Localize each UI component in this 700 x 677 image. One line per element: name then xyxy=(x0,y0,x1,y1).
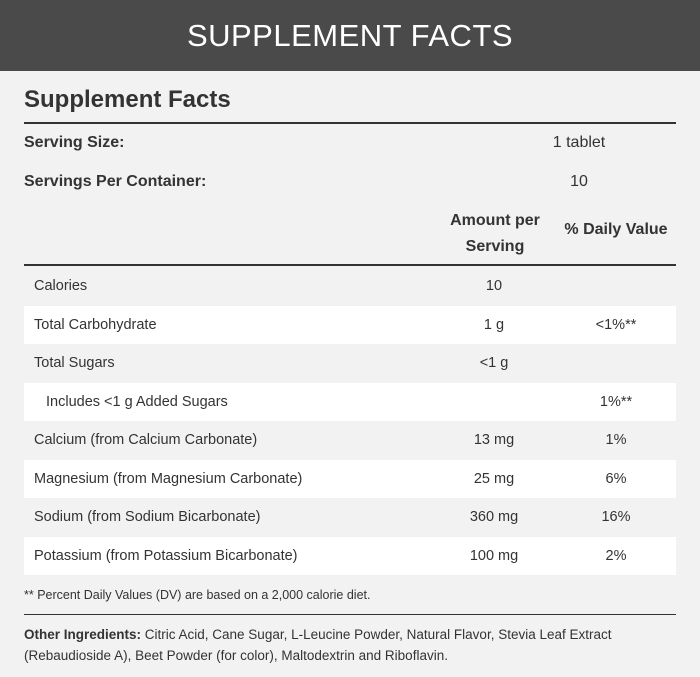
nutrient-daily-value: 1% xyxy=(605,432,627,448)
header-banner: SUPPLEMENT FACTS xyxy=(0,0,700,71)
serving-size-row: Serving Size: 1 tablet xyxy=(24,134,676,158)
daily-value-footnote: ** Percent Daily Values (DV) are based o… xyxy=(24,588,371,602)
serving-size-label: Serving Size: xyxy=(24,134,125,151)
table-row: Magnesium (from Magnesium Carbonate) 25 … xyxy=(24,459,676,498)
servings-per-container-value: 10 xyxy=(570,173,588,190)
banner-title: SUPPLEMENT FACTS xyxy=(186,17,514,53)
nutrient-name: Includes <1 g Added Sugars xyxy=(46,393,228,410)
servings-per-container-row: Servings Per Container: 10 xyxy=(24,173,676,197)
nutrient-name: Potassium (from Potassium Bicarbonate) xyxy=(34,547,298,564)
nutrient-amount: 360 mg xyxy=(469,509,519,525)
amount-header-line1: Amount per xyxy=(450,212,540,229)
heading-divider xyxy=(24,122,676,124)
other-ingredients-text: Citric Acid, Cane Sugar, L-Leucine Powde… xyxy=(24,627,612,663)
nutrient-daily-value: 1%** xyxy=(599,393,633,410)
table-row: Total Sugars <1 g xyxy=(24,344,676,383)
nutrient-daily-value: 16% xyxy=(601,509,631,525)
nutrient-name: Magnesium (from Magnesium Carbonate) xyxy=(34,470,303,487)
nutrient-daily-value: 2% xyxy=(605,547,627,564)
serving-size-value: 1 tablet xyxy=(552,134,606,151)
other-ingredients: Other Ingredients: Citric Acid, Cane Sug… xyxy=(24,624,676,666)
table-row: Total Carbohydrate 1 g <1%** xyxy=(24,305,676,344)
nutrient-table: Calories 10 Total Carbohydrate 1 g <1%**… xyxy=(24,267,676,575)
table-row: Calories 10 xyxy=(24,267,676,306)
nutrient-amount: <1 g xyxy=(479,355,509,371)
footnote-divider xyxy=(24,614,676,615)
panel-heading: Supplement Facts xyxy=(24,86,231,113)
nutrient-name: Total Sugars xyxy=(34,355,115,371)
nutrient-daily-value: <1%** xyxy=(595,316,637,333)
table-row: Potassium (from Potassium Bicarbonate) 1… xyxy=(24,536,676,575)
nutrient-name: Calories xyxy=(34,278,88,294)
nutrient-name: Total Carbohydrate xyxy=(34,316,157,333)
table-header-divider xyxy=(24,264,676,266)
nutrient-name: Calcium (from Calcium Carbonate) xyxy=(34,432,258,448)
table-row: Includes <1 g Added Sugars 1%** xyxy=(24,382,676,421)
nutrient-amount: 25 mg xyxy=(473,470,515,487)
amount-per-serving-header: Amount per Serving xyxy=(440,208,550,260)
nutrient-amount: 13 mg xyxy=(473,432,515,448)
nutrient-daily-value: 6% xyxy=(605,470,627,487)
servings-per-container-label: Servings Per Container: xyxy=(24,173,207,190)
amount-header-line2: Serving xyxy=(465,238,525,255)
nutrient-name: Sodium (from Sodium Bicarbonate) xyxy=(34,509,261,525)
nutrient-amount: 100 mg xyxy=(469,547,519,564)
other-ingredients-label: Other Ingredients: xyxy=(24,627,142,642)
nutrient-amount: 1 g xyxy=(483,316,505,333)
table-row: Calcium (from Calcium Carbonate) 13 mg 1… xyxy=(24,421,676,460)
daily-value-header: % Daily Value xyxy=(564,221,668,238)
table-row: Sodium (from Sodium Bicarbonate) 360 mg … xyxy=(24,498,676,537)
nutrient-amount: 10 xyxy=(485,278,503,294)
